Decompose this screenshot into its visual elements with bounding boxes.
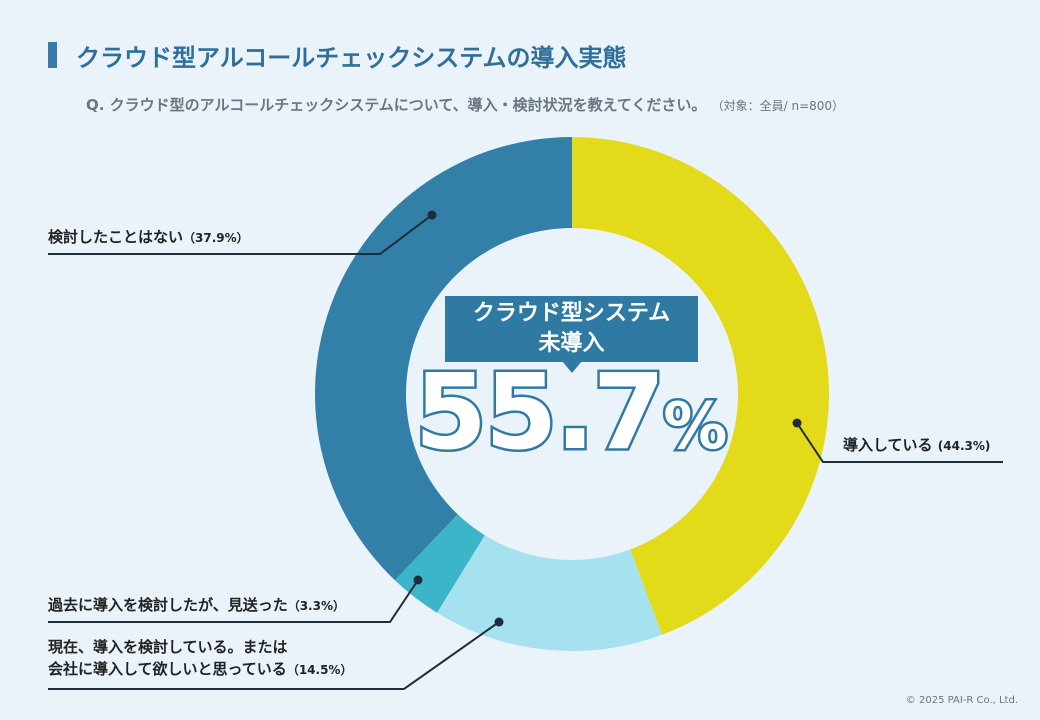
question-main: Q. クラウド型のアルコールチェックシステムについて、導入・検討状況を教えてくだ…: [86, 96, 707, 114]
question-note: （対象：全員/ n=800）: [711, 99, 845, 113]
leader-line-considering: [48, 621, 500, 690]
label-considering: 現在、導入を検討している。または 会社に導入して欲しいと思っている（14.5%）: [48, 636, 352, 681]
label-introduced-pct: (44.3%): [937, 439, 991, 453]
slice-never: [315, 137, 572, 581]
leader-dot-past: [413, 575, 423, 585]
title-accent-bar: [48, 42, 57, 68]
center-value-number: 55.7: [412, 350, 668, 475]
leader-line-introduced: [796, 422, 1003, 463]
label-considering-line2-wrap: 会社に導入して欲しいと思っている（14.5%）: [48, 658, 352, 681]
label-never-pct: （37.9%）: [183, 231, 249, 245]
label-past: 過去に導入を検討したが、見送った（3.3%）: [48, 594, 345, 617]
center-box-pointer: [562, 361, 582, 373]
page-title: クラウド型アルコールチェックシステムの導入実態: [76, 44, 627, 72]
center-label-line1: クラウド型システム: [472, 301, 671, 326]
center-value: 55.7%: [410, 350, 730, 487]
label-considering-line2: 会社に導入して欲しいと思っている: [48, 660, 287, 678]
label-past-text: 過去に導入を検討したが、見送った: [48, 596, 288, 614]
leader-line-past: [48, 579, 419, 623]
leader-line-never: [48, 214, 433, 255]
copyright: © 2025 PAI-R Co., Ltd.: [905, 695, 1018, 706]
center-value-unit: %: [661, 388, 730, 467]
label-considering-line1: 現在、導入を検討している。または: [48, 638, 288, 656]
label-introduced-text: 導入している: [843, 436, 933, 454]
donut-slices: [315, 137, 829, 651]
slice-introduced: [572, 137, 829, 635]
slice-past: [394, 514, 485, 613]
label-introduced: 導入している (44.3%): [843, 434, 990, 457]
leader-lines: [48, 210, 1003, 690]
question-text: Q. クラウド型のアルコールチェックシステムについて、導入・検討状況を教えてくだ…: [86, 94, 844, 115]
leader-dot-considering: [494, 617, 504, 627]
label-considering-pct: （14.5%）: [286, 663, 353, 677]
label-never-text: 検討したことはない: [48, 228, 184, 246]
label-past-pct: （3.3%）: [287, 599, 345, 613]
slice-considering: [437, 535, 663, 651]
leader-dot-introduced: [792, 418, 802, 428]
leader-dot-never: [427, 210, 437, 220]
label-never: 検討したことはない（37.9%）: [48, 226, 249, 249]
center-label-line2: 未導入: [538, 331, 605, 356]
center-label-box: クラウド型システム 未導入: [445, 296, 698, 362]
